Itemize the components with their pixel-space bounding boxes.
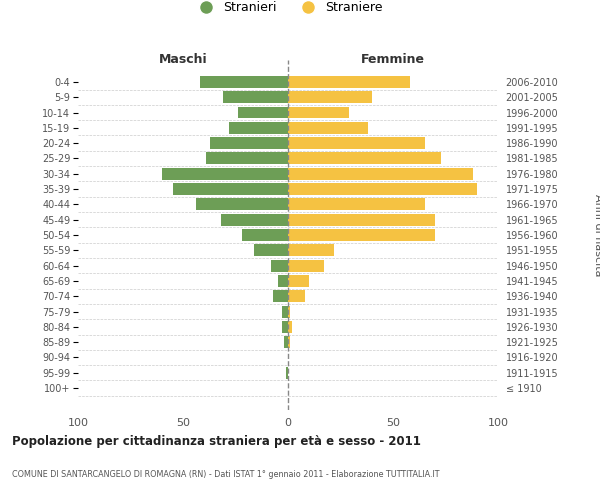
Bar — [288, 183, 477, 195]
Y-axis label: Anni di nascita: Anni di nascita — [593, 194, 600, 276]
Bar — [288, 306, 290, 318]
Bar — [288, 214, 435, 226]
Bar — [223, 91, 288, 103]
Bar — [288, 198, 425, 210]
Bar — [238, 106, 288, 118]
Bar — [254, 244, 288, 256]
Bar — [288, 91, 372, 103]
Bar — [221, 214, 288, 226]
Bar — [288, 76, 410, 88]
Bar — [288, 244, 334, 256]
Bar — [282, 306, 288, 318]
Bar — [206, 152, 288, 164]
Bar — [242, 229, 288, 241]
Bar — [288, 290, 305, 302]
Bar — [173, 183, 288, 195]
Y-axis label: Fasce di età: Fasce di età — [0, 202, 3, 268]
Bar — [196, 198, 288, 210]
Bar — [282, 321, 288, 333]
Bar — [200, 76, 288, 88]
Bar — [288, 152, 442, 164]
Bar — [271, 260, 288, 272]
Bar — [210, 137, 288, 149]
Bar — [288, 275, 309, 287]
Text: Maschi: Maschi — [158, 53, 208, 66]
Bar — [288, 229, 435, 241]
Bar — [288, 137, 425, 149]
Bar — [284, 336, 288, 348]
Text: Popolazione per cittadinanza straniera per età e sesso - 2011: Popolazione per cittadinanza straniera p… — [12, 435, 421, 448]
Bar — [288, 168, 473, 179]
Bar — [229, 122, 288, 134]
Bar — [288, 122, 368, 134]
Bar — [288, 260, 324, 272]
Bar — [274, 290, 288, 302]
Bar — [286, 367, 288, 379]
Text: COMUNE DI SANTARCANGELO DI ROMAGNA (RN) - Dati ISTAT 1° gennaio 2011 - Elaborazi: COMUNE DI SANTARCANGELO DI ROMAGNA (RN) … — [12, 470, 439, 479]
Legend: Stranieri, Straniere: Stranieri, Straniere — [188, 0, 388, 20]
Bar — [288, 321, 292, 333]
Bar — [288, 336, 290, 348]
Bar — [162, 168, 288, 179]
Bar — [277, 275, 288, 287]
Text: Femmine: Femmine — [361, 53, 425, 66]
Bar — [288, 106, 349, 118]
